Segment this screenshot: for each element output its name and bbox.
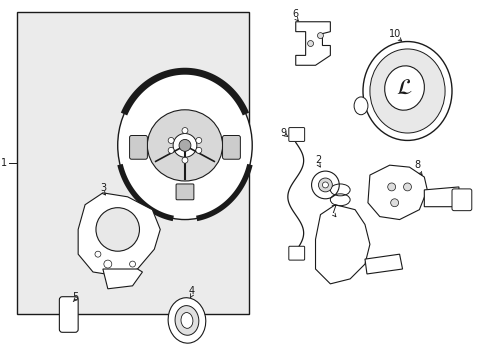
FancyBboxPatch shape (451, 189, 471, 211)
FancyBboxPatch shape (176, 184, 193, 200)
Polygon shape (102, 269, 142, 289)
Text: 2: 2 (315, 155, 321, 165)
Circle shape (387, 183, 395, 191)
Ellipse shape (353, 97, 367, 115)
Circle shape (95, 251, 101, 257)
Polygon shape (78, 193, 160, 276)
Circle shape (390, 199, 398, 207)
Ellipse shape (181, 312, 192, 328)
Text: 10: 10 (388, 29, 400, 39)
Text: 7: 7 (329, 205, 336, 215)
Circle shape (403, 183, 410, 191)
Ellipse shape (147, 110, 222, 181)
Text: 6: 6 (292, 9, 298, 19)
Text: 9: 9 (280, 127, 286, 138)
Ellipse shape (168, 298, 205, 343)
Polygon shape (367, 165, 427, 220)
Circle shape (318, 178, 332, 192)
Circle shape (307, 41, 313, 46)
Polygon shape (295, 22, 330, 65)
FancyBboxPatch shape (288, 246, 304, 260)
Polygon shape (315, 205, 369, 284)
Text: 1: 1 (1, 158, 7, 168)
Text: 8: 8 (413, 160, 420, 170)
Ellipse shape (369, 49, 444, 133)
FancyBboxPatch shape (129, 135, 147, 159)
Ellipse shape (118, 71, 252, 220)
Circle shape (196, 147, 202, 153)
Ellipse shape (175, 306, 199, 335)
Circle shape (182, 127, 187, 134)
Ellipse shape (384, 66, 424, 110)
Circle shape (311, 171, 339, 199)
Bar (17, 12, 249, 314)
Circle shape (96, 208, 139, 251)
FancyBboxPatch shape (222, 135, 240, 159)
FancyBboxPatch shape (288, 127, 304, 141)
Text: 3: 3 (100, 183, 106, 193)
FancyBboxPatch shape (59, 297, 78, 332)
Text: 4: 4 (188, 286, 195, 296)
Circle shape (179, 139, 190, 151)
Circle shape (103, 260, 112, 268)
Circle shape (317, 33, 323, 39)
Circle shape (168, 138, 174, 143)
Circle shape (173, 134, 197, 157)
Text: 5: 5 (72, 292, 78, 302)
Circle shape (322, 182, 328, 188)
Text: $\mathcal{L}$: $\mathcal{L}$ (395, 78, 412, 98)
Ellipse shape (362, 41, 451, 140)
Circle shape (196, 138, 202, 143)
Polygon shape (424, 187, 458, 207)
Circle shape (182, 157, 187, 163)
Circle shape (168, 147, 174, 153)
Polygon shape (364, 254, 402, 274)
Circle shape (129, 261, 135, 267)
